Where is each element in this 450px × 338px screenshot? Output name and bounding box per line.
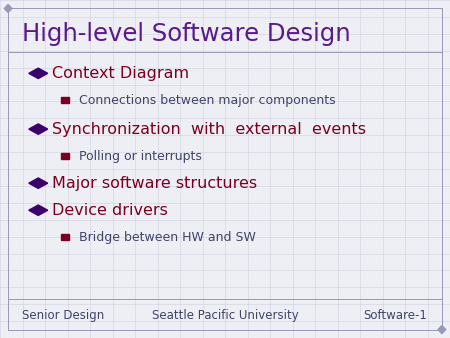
Polygon shape — [438, 325, 446, 334]
Text: Senior Design: Senior Design — [22, 309, 105, 321]
Text: Synchronization  with  external  events: Synchronization with external events — [52, 122, 366, 137]
Text: Seattle Pacific University: Seattle Pacific University — [152, 309, 298, 321]
Text: Connections between major components: Connections between major components — [79, 94, 335, 107]
Text: Major software structures: Major software structures — [52, 176, 257, 191]
Bar — [61, 97, 69, 103]
Text: Bridge between HW and SW: Bridge between HW and SW — [79, 231, 256, 244]
Bar — [61, 234, 69, 240]
Text: Device drivers: Device drivers — [52, 203, 167, 218]
Text: High-level Software Design: High-level Software Design — [22, 22, 351, 46]
Polygon shape — [4, 4, 12, 13]
Text: Context Diagram: Context Diagram — [52, 66, 189, 81]
Polygon shape — [29, 124, 48, 134]
Polygon shape — [29, 178, 48, 188]
Text: Software-1: Software-1 — [364, 309, 428, 321]
Text: Polling or interrupts: Polling or interrupts — [79, 150, 202, 163]
Polygon shape — [29, 205, 48, 215]
Bar — [61, 153, 69, 159]
Polygon shape — [29, 68, 48, 78]
